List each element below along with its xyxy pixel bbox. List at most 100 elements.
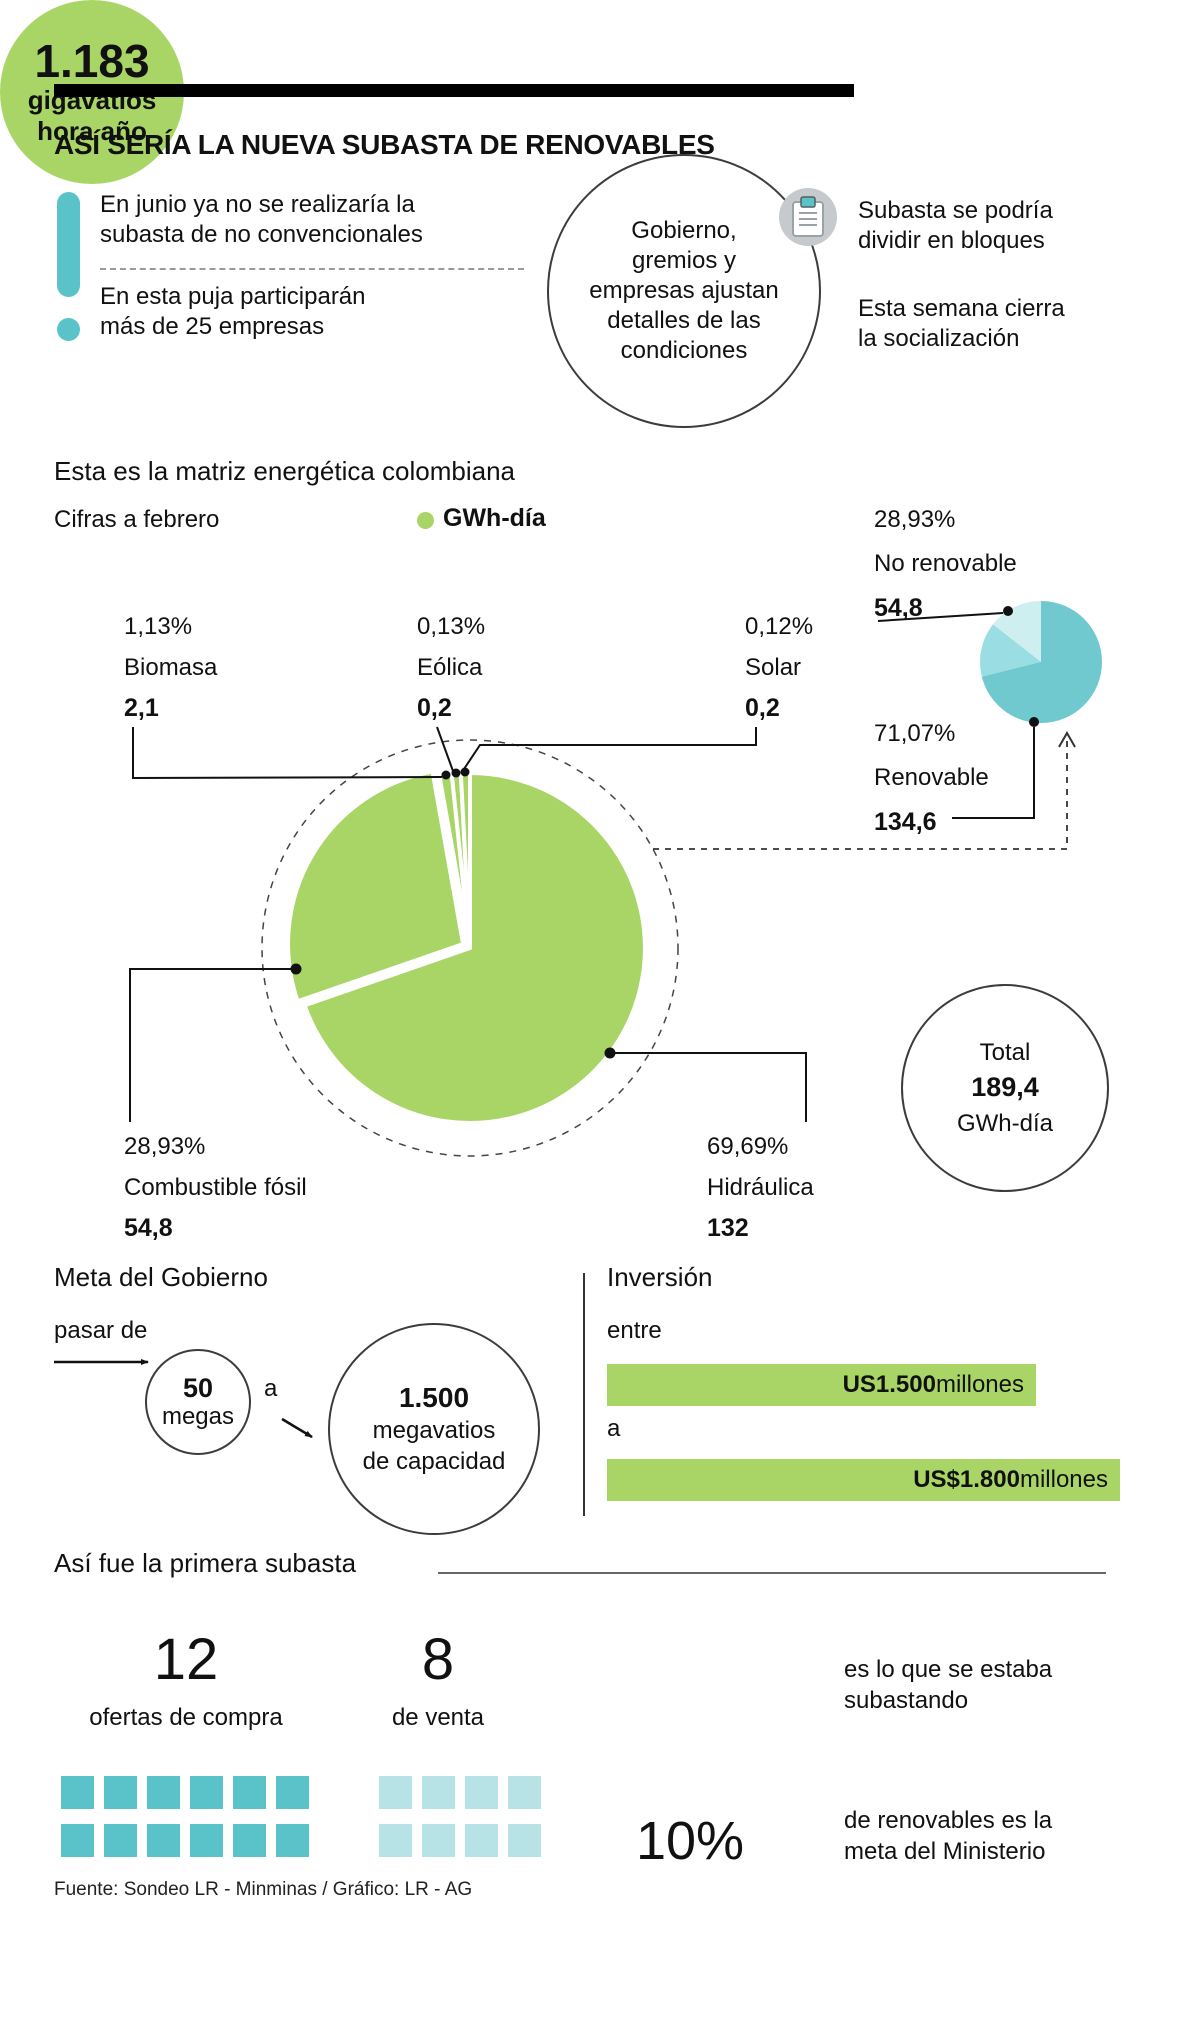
investment-bar-low-value: US1.500 — [842, 1371, 936, 1398]
renovable-label: 71,07% Renovable 134,6 — [874, 712, 989, 844]
hidraulica-name: Hidráulica — [707, 1174, 814, 1201]
offer-square — [422, 1776, 455, 1809]
eolica-name: Eólica — [417, 654, 483, 681]
eolica-label: 0,13% Eólica 0,2 — [417, 606, 485, 729]
leader-lines — [129, 612, 1035, 1122]
buy-count: 12 — [153, 1627, 219, 1692]
hidraulica-label: 69,69% Hidráulica 132 — [707, 1126, 814, 1249]
page-title: ASÍ SERÍA LA NUEVA SUBASTA DE RENOVABLES — [54, 128, 715, 160]
offer-square — [465, 1824, 498, 1857]
buy-squares-grid — [61, 1776, 309, 1857]
clipboard-glyph — [792, 196, 824, 237]
investment-bar-high-suffix: millones — [1019, 1466, 1108, 1493]
goal-from-unit: megas — [161, 1403, 235, 1430]
intro-note-june: En junio ya no se realizaría la subasta … — [100, 191, 423, 249]
renewable-split-pie — [980, 601, 1102, 723]
total-circle: Total 189,4 GWh-día — [901, 984, 1109, 1192]
intro-note-companies: En esta puja participarán más de 25 empr… — [100, 283, 366, 341]
intro-note-blocks: Subasta se podría dividir en bloques — [858, 197, 1053, 255]
biomasa-leader — [132, 727, 443, 780]
offer-square — [276, 1824, 309, 1857]
offer-square — [190, 1824, 223, 1857]
goal-section-title: Meta del Gobierno — [54, 1262, 268, 1292]
eolica-pct: 0,13% — [417, 613, 486, 640]
offer-square — [379, 1824, 412, 1857]
investment-bar-low: US1.500 millones — [607, 1364, 1036, 1406]
pie-slice-solar — [458, 770, 472, 950]
investment-bar-low-suffix: millones — [935, 1371, 1024, 1398]
solar-value: 0,2 — [745, 694, 780, 722]
pie-slice-biomasa — [437, 772, 472, 950]
legend-label: GWh-día — [443, 504, 546, 532]
no-renovable-pct: 28,93% — [874, 506, 956, 533]
offer-square — [233, 1824, 266, 1857]
investment-bar-high-value: US$1.800 — [913, 1466, 1020, 1493]
offer-square — [61, 1824, 94, 1857]
combustible-label: 28,93% Combustible fósil 54,8 — [124, 1126, 307, 1249]
goal-lead: pasar de — [54, 1317, 148, 1344]
intro-divider — [100, 268, 524, 270]
offer-square — [422, 1824, 455, 1857]
dashed-connector — [653, 740, 1068, 850]
pie-dashed-ring — [261, 739, 679, 1157]
award-line3: hora año — [37, 116, 147, 147]
goal-connector: a — [264, 1375, 278, 1402]
pie-slice-eólica — [449, 771, 472, 950]
biomasa-pct: 1,13% — [124, 613, 193, 640]
intro-note-socialization: Esta semana cierra la socialización — [858, 295, 1065, 353]
goal-to-value: 1.500 — [398, 1382, 470, 1413]
pie-slice-hidráulica — [302, 771, 647, 1125]
sell-label: de venta — [391, 1704, 485, 1731]
investment-section-title: Inversión — [607, 1262, 713, 1292]
renovable-name: Renovable — [874, 764, 989, 791]
goal-to-circle: 1.500 megavatios de capacidad — [328, 1323, 540, 1535]
goal-from-circle: 50 megas — [145, 1349, 251, 1455]
no-renovable-name: No renovable — [874, 550, 1017, 577]
solar-leader — [463, 727, 757, 770]
offer-square — [276, 1776, 309, 1809]
total-unit: GWh-día — [956, 1109, 1054, 1137]
combustible-value: 54,8 — [124, 1214, 173, 1242]
buy-label: ofertas de compra — [89, 1704, 283, 1731]
renewables-pct-caption: de renovables es la meta del Ministerio — [844, 1807, 1053, 1865]
offer-square — [61, 1776, 94, 1809]
solar-pct: 0,12% — [745, 613, 814, 640]
intro-circle-note: Gobierno, gremios y empresas ajustan det… — [547, 154, 821, 428]
offer-square — [104, 1824, 137, 1857]
pie-slice-combustible-fósil — [286, 769, 466, 1004]
eolica-leader — [436, 726, 454, 772]
total-label: Total — [979, 1038, 1031, 1066]
hidraulica-leader — [610, 1052, 807, 1122]
investment-lead: entre — [607, 1317, 662, 1344]
offer-square — [147, 1824, 180, 1857]
no-renovable-label: 28,93% No renovable 54,8 — [874, 498, 1017, 630]
biomasa-value: 2,1 — [124, 694, 159, 722]
biomasa-name: Biomasa — [124, 654, 218, 681]
biomasa-label: 1,13% Biomasa 2,1 — [124, 606, 217, 729]
exclamation-icon — [57, 192, 80, 297]
investment-connector: a — [607, 1415, 621, 1442]
combustible-name: Combustible fósil — [124, 1174, 307, 1201]
exclamation-dot-icon — [57, 318, 80, 341]
offer-square — [190, 1776, 223, 1809]
sell-squares-grid — [379, 1776, 541, 1857]
award-caption: es lo que se estaba subastando — [844, 1656, 1053, 1714]
total-value: 189,4 — [971, 1072, 1039, 1103]
offer-square — [104, 1776, 137, 1809]
investment-bar-high: US$1.800 millones — [607, 1459, 1120, 1501]
offer-square — [465, 1776, 498, 1809]
solar-label: 0,12% Solar 0,2 — [745, 606, 813, 729]
offer-square — [379, 1776, 412, 1809]
award-value: 1.183 — [34, 34, 150, 87]
eolica-value: 0,2 — [417, 694, 452, 722]
matrix-section-title: Esta es la matriz energética colombiana — [54, 456, 516, 486]
renewables-pct: 10% — [635, 1811, 745, 1871]
hidraulica-value: 132 — [707, 1214, 749, 1242]
source-credit: Fuente: Sondeo LR - Minminas / Gráfico: … — [54, 1879, 473, 1900]
goal-to-line3: de capacidad — [362, 1448, 506, 1475]
goal-to-line2: megavatios — [372, 1417, 496, 1444]
hidraulica-pct: 69,69% — [707, 1133, 789, 1160]
up-arrowhead-icon — [1058, 730, 1076, 748]
offer-square — [233, 1776, 266, 1809]
